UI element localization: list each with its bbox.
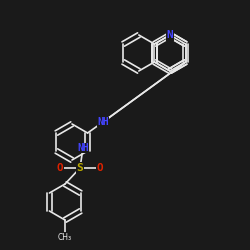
Text: NH: NH (77, 143, 89, 153)
Text: NH: NH (97, 117, 109, 127)
Text: O: O (96, 163, 103, 173)
Text: S: S (76, 163, 84, 173)
Text: N: N (166, 30, 173, 40)
Text: CH₃: CH₃ (58, 232, 72, 241)
Text: O: O (56, 163, 64, 173)
